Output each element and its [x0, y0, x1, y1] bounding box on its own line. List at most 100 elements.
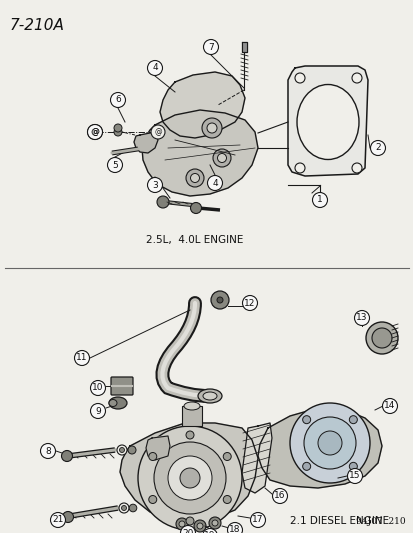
Text: 12: 12	[244, 298, 255, 308]
Circle shape	[110, 93, 125, 108]
Circle shape	[349, 416, 356, 424]
Text: 2.5L,  4.0L ENGINE: 2.5L, 4.0L ENGINE	[146, 235, 243, 245]
Circle shape	[303, 417, 355, 469]
Circle shape	[317, 431, 341, 455]
Circle shape	[148, 496, 157, 504]
Circle shape	[119, 503, 129, 513]
Polygon shape	[142, 110, 257, 196]
Circle shape	[349, 462, 356, 470]
FancyBboxPatch shape	[111, 377, 133, 395]
Circle shape	[117, 445, 127, 455]
Text: 94J07  210: 94J07 210	[356, 517, 405, 526]
Circle shape	[223, 453, 231, 461]
Text: @: @	[91, 127, 99, 136]
Circle shape	[62, 450, 72, 462]
Text: 10: 10	[92, 384, 104, 392]
Circle shape	[203, 39, 218, 54]
Circle shape	[151, 125, 165, 139]
Circle shape	[206, 123, 216, 133]
Ellipse shape	[109, 397, 127, 409]
Circle shape	[180, 468, 199, 488]
Text: 16: 16	[273, 491, 285, 500]
Circle shape	[40, 443, 55, 458]
Circle shape	[302, 416, 310, 424]
Circle shape	[294, 73, 304, 83]
Circle shape	[178, 521, 185, 527]
Circle shape	[227, 522, 242, 533]
Circle shape	[347, 469, 362, 483]
Text: 4: 4	[152, 63, 157, 72]
Circle shape	[185, 517, 194, 525]
Polygon shape	[242, 423, 271, 493]
Circle shape	[365, 322, 397, 354]
Circle shape	[157, 196, 169, 208]
Text: 11: 11	[76, 353, 88, 362]
Circle shape	[190, 174, 199, 182]
Circle shape	[302, 462, 310, 470]
Circle shape	[211, 291, 228, 309]
Ellipse shape	[183, 402, 199, 410]
Text: 6: 6	[115, 95, 121, 104]
Text: 17: 17	[252, 515, 263, 524]
Circle shape	[217, 154, 226, 163]
Circle shape	[294, 163, 304, 173]
Circle shape	[129, 504, 136, 512]
Circle shape	[202, 529, 217, 533]
Text: 3: 3	[152, 181, 157, 190]
Text: @: @	[154, 127, 161, 136]
Circle shape	[207, 175, 222, 190]
Polygon shape	[120, 423, 257, 523]
Circle shape	[90, 403, 105, 418]
Circle shape	[74, 351, 89, 366]
Circle shape	[87, 125, 102, 140]
Circle shape	[190, 203, 201, 214]
Circle shape	[211, 520, 218, 526]
Text: 14: 14	[383, 401, 395, 410]
Text: 7-210A: 7-210A	[10, 18, 65, 33]
Circle shape	[223, 496, 231, 504]
Text: 9: 9	[95, 407, 101, 416]
Polygon shape	[159, 72, 244, 138]
Circle shape	[62, 512, 74, 522]
Circle shape	[250, 513, 265, 528]
Polygon shape	[242, 42, 247, 52]
Circle shape	[312, 192, 327, 207]
Circle shape	[119, 448, 124, 453]
Circle shape	[138, 426, 242, 530]
Text: 21: 21	[52, 515, 64, 524]
Text: 19: 19	[204, 531, 215, 533]
Text: 13: 13	[356, 313, 367, 322]
Text: 18: 18	[229, 526, 240, 533]
Circle shape	[216, 297, 223, 303]
Circle shape	[351, 73, 361, 83]
Circle shape	[212, 149, 230, 167]
Circle shape	[197, 523, 202, 529]
Circle shape	[371, 328, 391, 348]
Circle shape	[351, 163, 361, 173]
Polygon shape	[287, 66, 367, 176]
Circle shape	[272, 489, 287, 504]
Circle shape	[50, 513, 65, 528]
Circle shape	[147, 177, 162, 192]
Circle shape	[242, 295, 257, 311]
Circle shape	[289, 403, 369, 483]
Circle shape	[168, 456, 211, 500]
Circle shape	[180, 526, 195, 533]
Ellipse shape	[202, 392, 216, 400]
Circle shape	[202, 118, 221, 138]
Text: 5: 5	[112, 160, 118, 169]
Circle shape	[354, 311, 369, 326]
Ellipse shape	[197, 389, 221, 403]
Ellipse shape	[296, 85, 358, 159]
Text: 1: 1	[316, 196, 322, 205]
Text: 20: 20	[182, 529, 193, 533]
Text: 4: 4	[212, 179, 217, 188]
Circle shape	[209, 517, 221, 529]
Polygon shape	[257, 408, 381, 488]
Circle shape	[114, 128, 122, 136]
Circle shape	[176, 518, 188, 530]
Circle shape	[185, 169, 204, 187]
Polygon shape	[134, 132, 158, 153]
Polygon shape	[146, 436, 170, 460]
Ellipse shape	[109, 400, 117, 407]
